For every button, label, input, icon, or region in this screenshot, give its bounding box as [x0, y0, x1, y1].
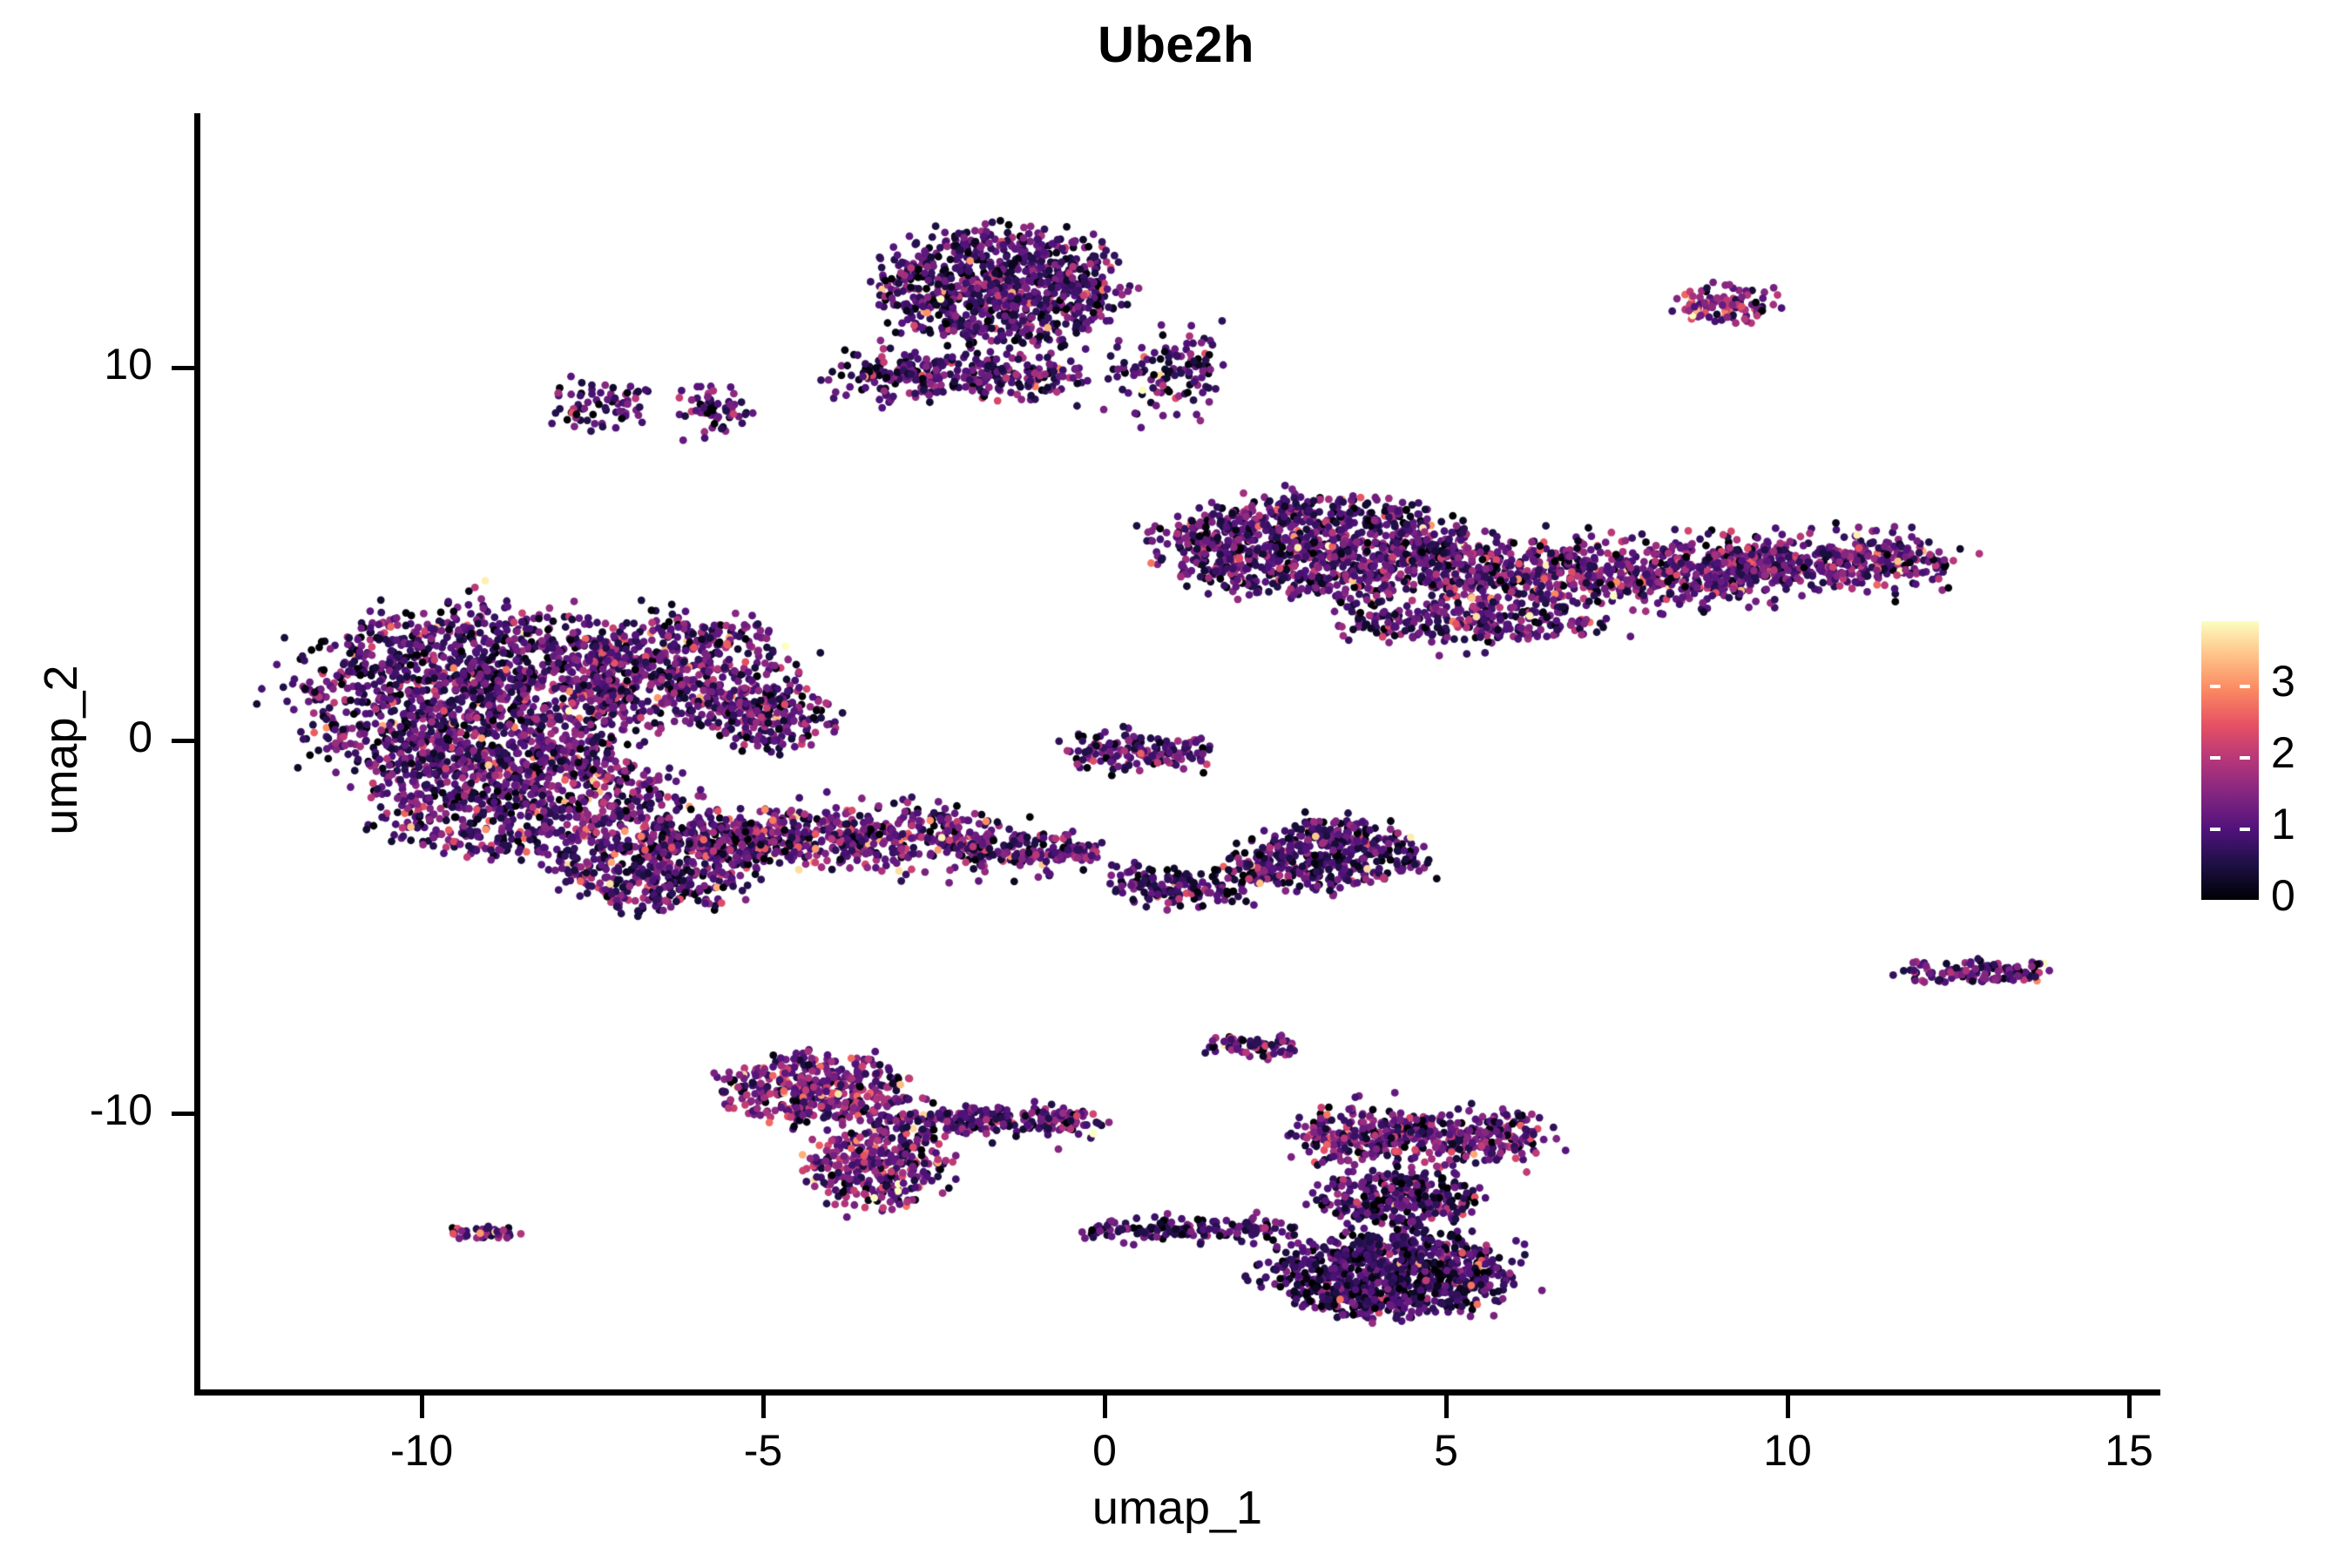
- x-tick-label: 10: [1763, 1426, 1812, 1475]
- colorbar-tick-label: 1: [2271, 799, 2295, 848]
- x-tick-label: 0: [1092, 1426, 1117, 1475]
- y-tick-mark: [172, 1112, 194, 1116]
- y-tick-label: -10: [89, 1085, 152, 1134]
- colorbar-gradient: [2201, 621, 2259, 900]
- colorbar-tick-mark: [2210, 827, 2250, 831]
- scatter-plot-area[interactable]: [200, 113, 2160, 1389]
- colorbar-tick-mark: [2210, 755, 2250, 760]
- x-tick-label: 5: [1434, 1426, 1458, 1475]
- x-tick-mark: [1444, 1396, 1449, 1418]
- y-axis-label: umap_2: [35, 665, 87, 835]
- y-tick-label: 10: [104, 340, 152, 389]
- x-tick-mark: [420, 1396, 424, 1418]
- x-tick-mark: [1103, 1396, 1107, 1418]
- y-tick-label: 0: [128, 713, 152, 761]
- x-tick-mark: [2127, 1396, 2132, 1418]
- x-tick-mark: [761, 1396, 766, 1418]
- x-tick-mark: [1786, 1396, 1790, 1418]
- x-axis-line: [194, 1389, 2160, 1396]
- y-tick-mark: [172, 366, 194, 370]
- y-axis-line: [194, 113, 200, 1396]
- colorbar-tick-label: 3: [2271, 656, 2295, 706]
- x-tick-label: -5: [743, 1426, 783, 1475]
- colorbar-tick-mark: [2210, 684, 2250, 688]
- x-tick-label: 15: [2105, 1426, 2153, 1475]
- y-tick-mark: [172, 739, 194, 743]
- colorbar-legend: 3 2 1 0: [2201, 621, 2349, 917]
- x-tick-label: -10: [389, 1426, 454, 1475]
- colorbar-tick-label: 2: [2271, 727, 2295, 777]
- colorbar-tick-label: 0: [2271, 871, 2295, 920]
- page-title: Ube2h: [1098, 17, 1254, 73]
- x-axis-label: umap_1: [1092, 1482, 1263, 1534]
